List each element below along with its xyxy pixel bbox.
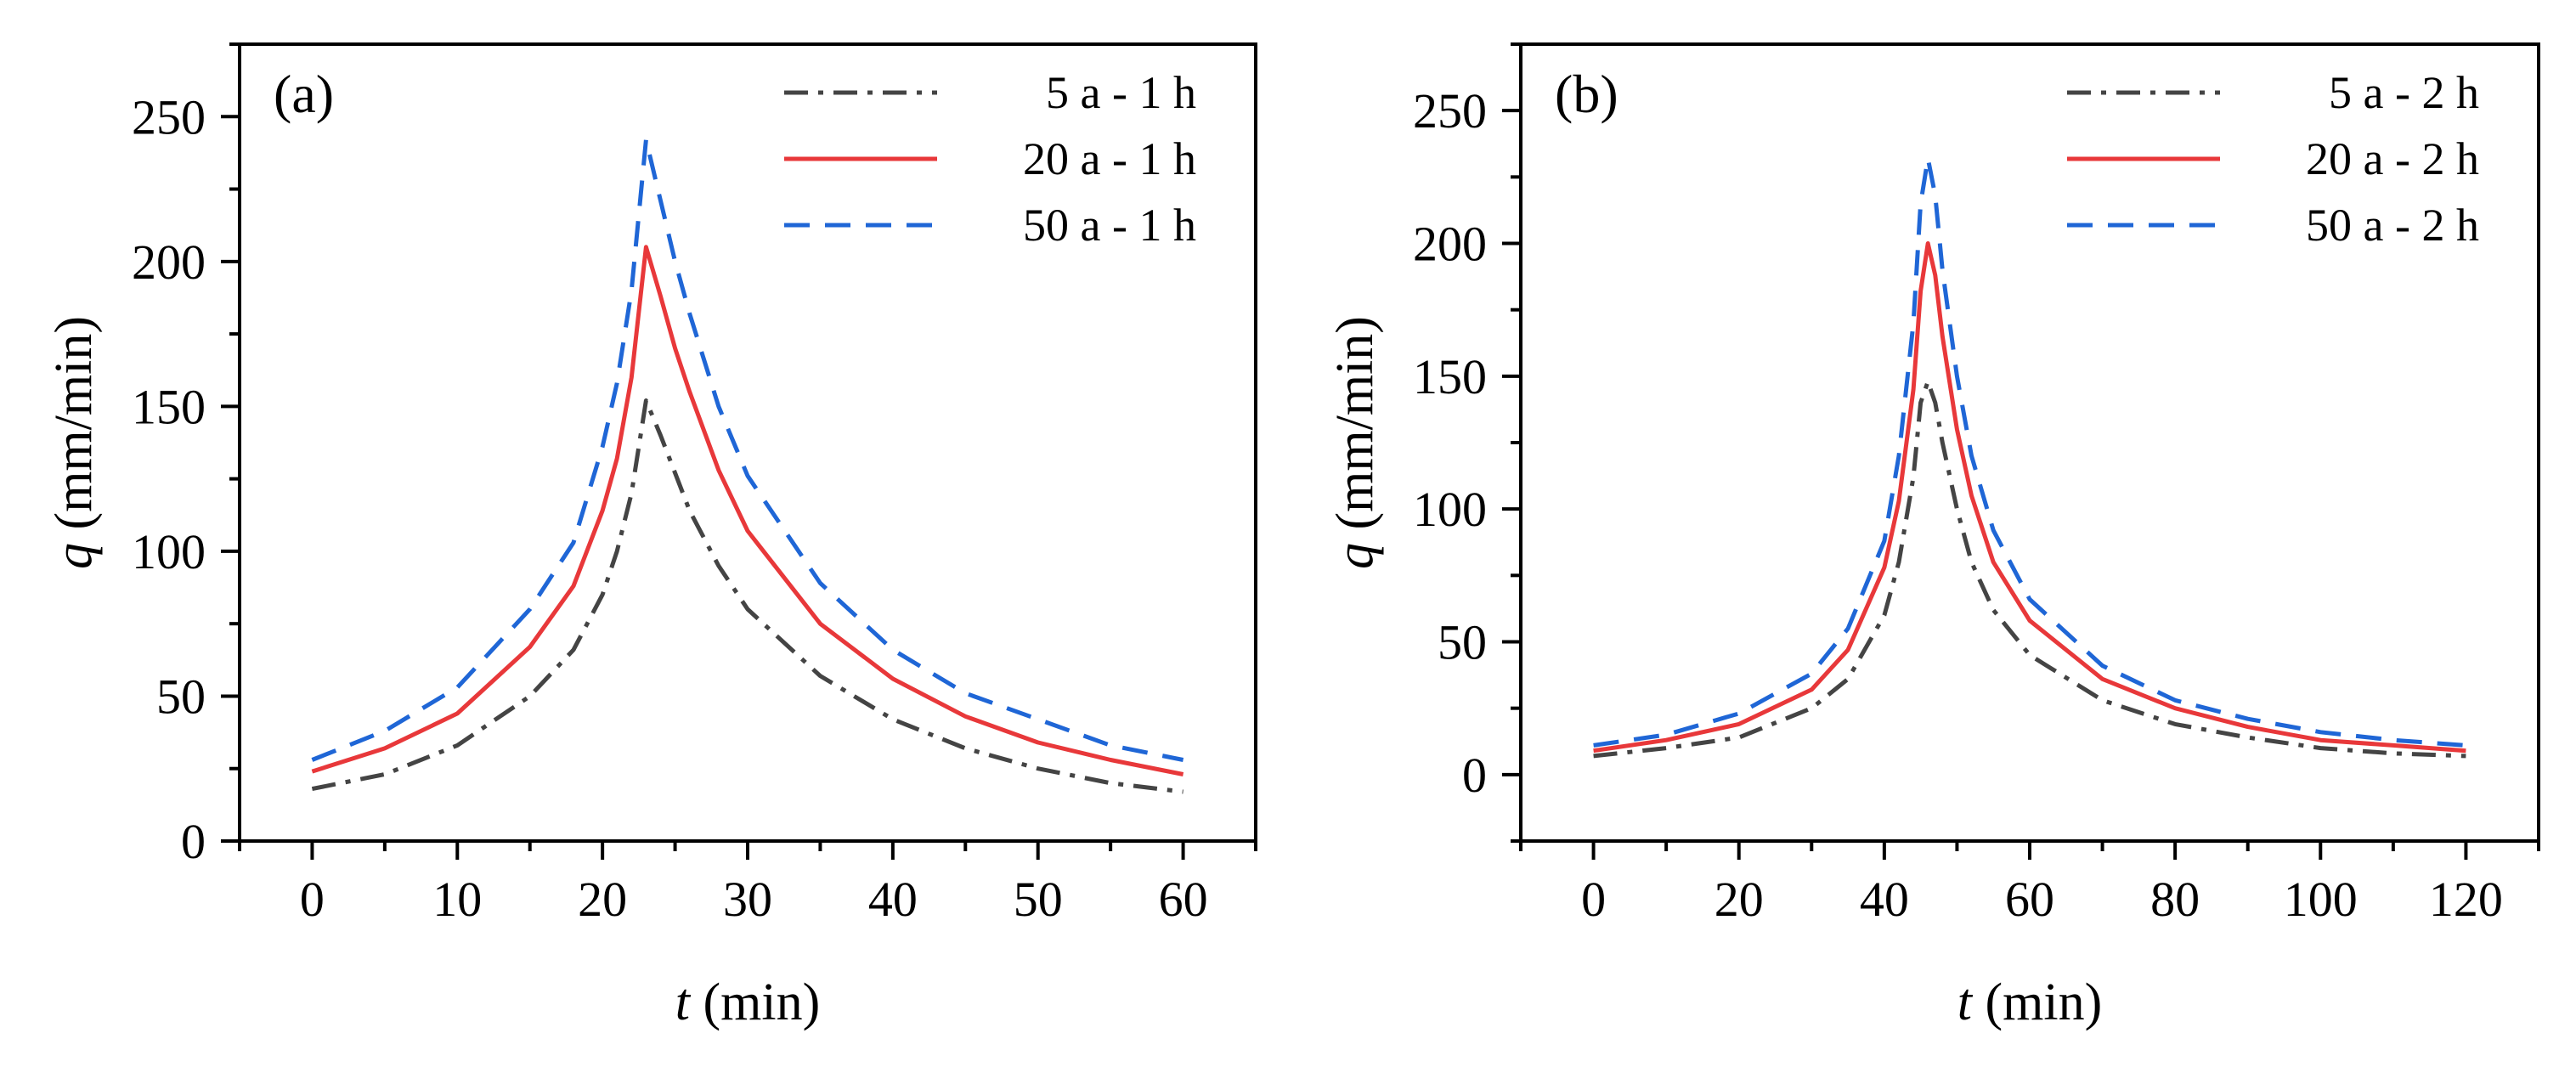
legend-label: 5 a - 1 h (1046, 67, 1196, 118)
y-axis-title-b: q (mm/min) (1326, 316, 1384, 569)
x-axis-variable-a: t (675, 974, 692, 1031)
x-tick-label: 100 (2284, 872, 2358, 927)
y-tick-label: 100 (132, 524, 206, 579)
y-axis-unit-a: (mm/min) (45, 316, 103, 543)
chart-panel-b: 0 20 40 60 80 100 120 0 50 100 150 200 250 (b) t (mi… (1326, 42, 2540, 1031)
x-axis-unit-b: (min) (1972, 974, 2102, 1031)
legend-label: 20 a - 1 h (1023, 133, 1196, 184)
x-axis-title-b: t (min) (1957, 974, 2102, 1031)
y-tick-label: 250 (132, 89, 206, 144)
plot-frame-a (238, 42, 1257, 843)
chart-panel-a: 0 10 20 30 40 50 60 0 50 100 150 200 250 (a) t (min)… (45, 42, 1257, 1031)
legend-b: 5 a - 2 h 20 a - 2 h 50 a - 2 h (2067, 67, 2479, 251)
y-axis-unit-b: (mm/min) (1326, 316, 1384, 543)
series-line-50a-2h (1593, 155, 2466, 748)
y-tick-label: 50 (1438, 615, 1487, 670)
y-tick-label: 150 (1413, 349, 1487, 404)
x-axis-unit-a: (min) (690, 974, 820, 1031)
x-tick-label: 60 (2005, 872, 2054, 927)
y-tick-label: 200 (132, 234, 206, 290)
x-tick-label: 30 (723, 872, 772, 927)
x-tick-label: 40 (868, 872, 918, 927)
series-line-20a-1h (311, 245, 1184, 776)
x-tick-label: 50 (1014, 872, 1063, 927)
x-axis-variable-b: t (1957, 974, 1974, 1031)
x-tick-label: 20 (578, 872, 627, 927)
y-tick-label: 0 (181, 814, 206, 869)
y-tick-label: 0 (1462, 748, 1487, 803)
x-tick-label: 60 (1159, 872, 1208, 927)
series-lines-a (311, 138, 1184, 794)
panel-label-a: (a) (274, 64, 334, 124)
series-line-20a-2h (1593, 241, 2466, 754)
y-tick-label: 50 (156, 669, 206, 724)
x-tick-label: 10 (432, 872, 482, 927)
tick-labels-a: 0 10 20 30 40 50 60 0 50 100 150 200 250 (132, 89, 1208, 927)
x-tick-label: 0 (1581, 872, 1606, 927)
legend-a: 5 a - 1 h 20 a - 1 h 50 a - 1 h (784, 67, 1196, 251)
y-tick-label: 100 (1413, 482, 1487, 537)
y-axis-variable-a: q (45, 543, 103, 569)
series-line-5a-1h (311, 398, 1183, 794)
y-axis-title-a: q (mm/min) (45, 316, 103, 569)
plot-frame-b (1519, 42, 2540, 843)
y-tick-label: 200 (1413, 217, 1487, 272)
x-tick-label: 80 (2150, 872, 2200, 927)
legend-label: 50 a - 2 h (2306, 200, 2479, 251)
tick-labels-b: 0 20 40 60 80 100 120 0 50 100 150 200 250 (1413, 83, 2503, 927)
tick-marks-b (1502, 42, 2540, 860)
legend-label: 5 a - 2 h (2329, 67, 2479, 118)
legend-label: 20 a - 2 h (2306, 133, 2479, 184)
y-tick-label: 150 (132, 379, 206, 434)
x-axis-title-a: t (min) (675, 974, 820, 1031)
x-tick-label: 0 (300, 872, 325, 927)
legend-label: 50 a - 1 h (1023, 200, 1196, 251)
x-tick-label: 40 (1860, 872, 1909, 927)
x-tick-label: 20 (1715, 872, 1764, 927)
y-tick-label: 250 (1413, 83, 1487, 138)
panel-label-b: (b) (1555, 64, 1618, 124)
series-line-5a-2h (1593, 379, 2466, 759)
x-tick-label: 120 (2429, 872, 2503, 927)
series-lines-b (1593, 155, 2466, 759)
series-line-50a-1h (311, 138, 1184, 762)
y-axis-variable-b: q (1326, 543, 1384, 569)
